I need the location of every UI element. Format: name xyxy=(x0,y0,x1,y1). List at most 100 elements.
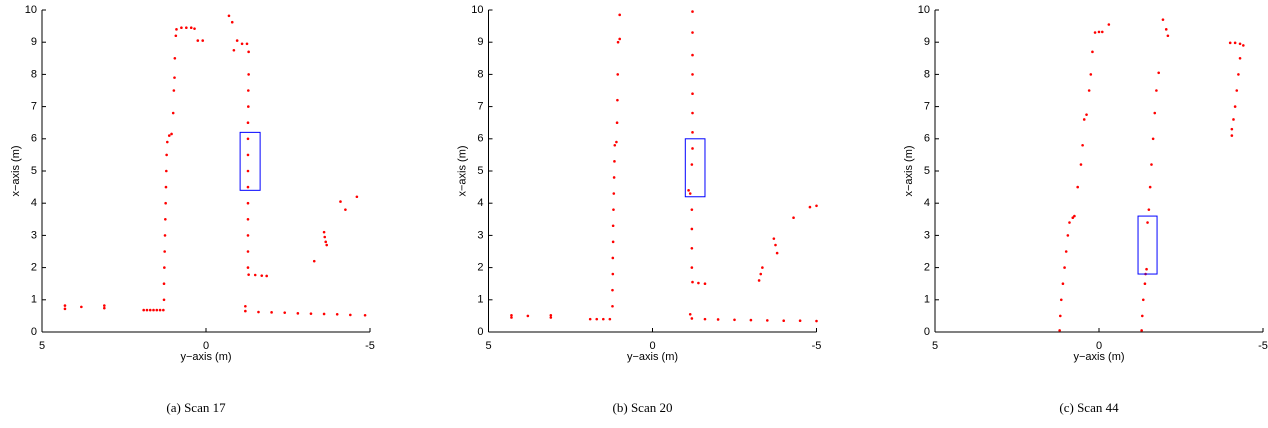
point xyxy=(1151,137,1155,141)
point xyxy=(1228,41,1232,45)
point xyxy=(1235,89,1239,92)
point xyxy=(172,89,176,92)
point xyxy=(1087,89,1091,92)
point xyxy=(1141,298,1145,302)
y-tick-label: 8 xyxy=(477,68,483,80)
point xyxy=(363,313,367,317)
point xyxy=(1071,216,1075,219)
point xyxy=(510,316,513,319)
point xyxy=(690,227,694,231)
y-tick-label: 9 xyxy=(31,36,37,48)
point xyxy=(691,280,694,284)
point xyxy=(808,205,812,209)
point xyxy=(145,308,149,312)
point xyxy=(173,76,176,79)
point xyxy=(142,308,145,312)
point xyxy=(170,132,173,136)
y-tick-label: 10 xyxy=(25,4,37,16)
point xyxy=(690,317,694,320)
point xyxy=(244,309,247,313)
point xyxy=(173,57,177,60)
y-tick-label: 7 xyxy=(477,101,483,113)
point xyxy=(283,311,287,314)
point xyxy=(189,26,193,30)
point xyxy=(164,218,167,221)
point xyxy=(1147,208,1151,211)
point xyxy=(616,98,619,102)
point xyxy=(1161,18,1165,21)
point xyxy=(611,272,615,276)
point xyxy=(355,195,359,199)
y-tick-label: 2 xyxy=(31,262,37,274)
y-tick-label: 4 xyxy=(31,197,37,209)
caption: (c) Scan 44 xyxy=(1059,400,1119,415)
point xyxy=(1148,185,1152,189)
point xyxy=(1100,30,1104,34)
point xyxy=(80,305,83,309)
point xyxy=(270,311,273,314)
point xyxy=(247,105,250,108)
point xyxy=(749,318,753,322)
y-tick-label: 3 xyxy=(477,229,483,241)
point xyxy=(1085,113,1088,116)
point xyxy=(602,317,605,321)
y-tick-label: 6 xyxy=(924,133,930,145)
point xyxy=(1233,41,1237,45)
point xyxy=(1145,267,1148,271)
point xyxy=(1091,50,1094,54)
y-tick-label: 10 xyxy=(918,4,930,16)
point xyxy=(323,235,327,239)
point xyxy=(798,319,802,323)
point xyxy=(1237,73,1240,76)
point xyxy=(1093,31,1097,34)
point xyxy=(611,288,614,292)
point xyxy=(1155,89,1158,92)
point xyxy=(246,218,250,221)
point xyxy=(1230,127,1234,131)
point xyxy=(772,237,776,240)
point xyxy=(246,201,250,205)
point xyxy=(246,137,250,141)
point xyxy=(1066,234,1070,237)
point xyxy=(1058,329,1061,332)
point xyxy=(232,48,236,52)
highlight-box xyxy=(684,138,706,198)
point xyxy=(691,53,694,57)
point xyxy=(162,282,166,286)
point xyxy=(325,243,329,247)
x-axis-label: y−axis (m) xyxy=(1073,351,1124,363)
highlight-box xyxy=(1137,215,1158,275)
point xyxy=(761,266,764,269)
point xyxy=(344,208,347,211)
point xyxy=(246,250,250,253)
point xyxy=(510,313,513,317)
point xyxy=(247,273,250,276)
x-tick-label: 0 xyxy=(649,340,655,352)
caption: (b) Scan 20 xyxy=(613,400,673,415)
x-tick-label: -5 xyxy=(365,340,375,352)
point xyxy=(1166,34,1170,38)
point xyxy=(691,147,694,150)
point xyxy=(1238,57,1242,60)
point xyxy=(1097,30,1101,34)
point xyxy=(163,266,166,269)
point xyxy=(691,92,694,96)
point xyxy=(1153,111,1157,115)
point xyxy=(246,185,250,189)
point xyxy=(309,312,313,315)
y-tick-label: 5 xyxy=(477,165,483,177)
point xyxy=(775,251,779,255)
point xyxy=(608,317,612,321)
point xyxy=(618,13,621,17)
y-tick-label: 2 xyxy=(477,262,483,274)
point xyxy=(244,304,247,308)
y-tick-label: 0 xyxy=(477,326,483,338)
point xyxy=(616,40,620,44)
point xyxy=(792,216,795,219)
point xyxy=(165,169,168,173)
point xyxy=(687,189,690,192)
point xyxy=(766,319,769,322)
point xyxy=(1140,314,1144,318)
point xyxy=(759,272,763,276)
